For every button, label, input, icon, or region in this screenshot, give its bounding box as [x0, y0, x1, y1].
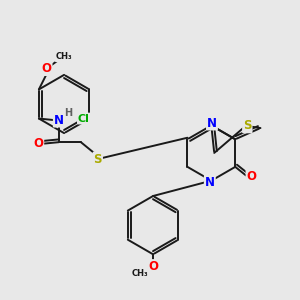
- Text: S: S: [243, 119, 252, 132]
- Text: N: N: [207, 116, 217, 130]
- Text: O: O: [247, 170, 256, 184]
- Text: Cl: Cl: [78, 114, 90, 124]
- Text: N: N: [205, 176, 215, 189]
- Text: CH₃: CH₃: [56, 52, 72, 62]
- Text: N: N: [54, 114, 64, 127]
- Text: O: O: [148, 260, 158, 273]
- Text: S: S: [94, 152, 102, 166]
- Text: O: O: [42, 62, 52, 75]
- Text: H: H: [64, 108, 73, 118]
- Text: CH₃: CH₃: [132, 269, 148, 278]
- Text: O: O: [33, 137, 43, 150]
